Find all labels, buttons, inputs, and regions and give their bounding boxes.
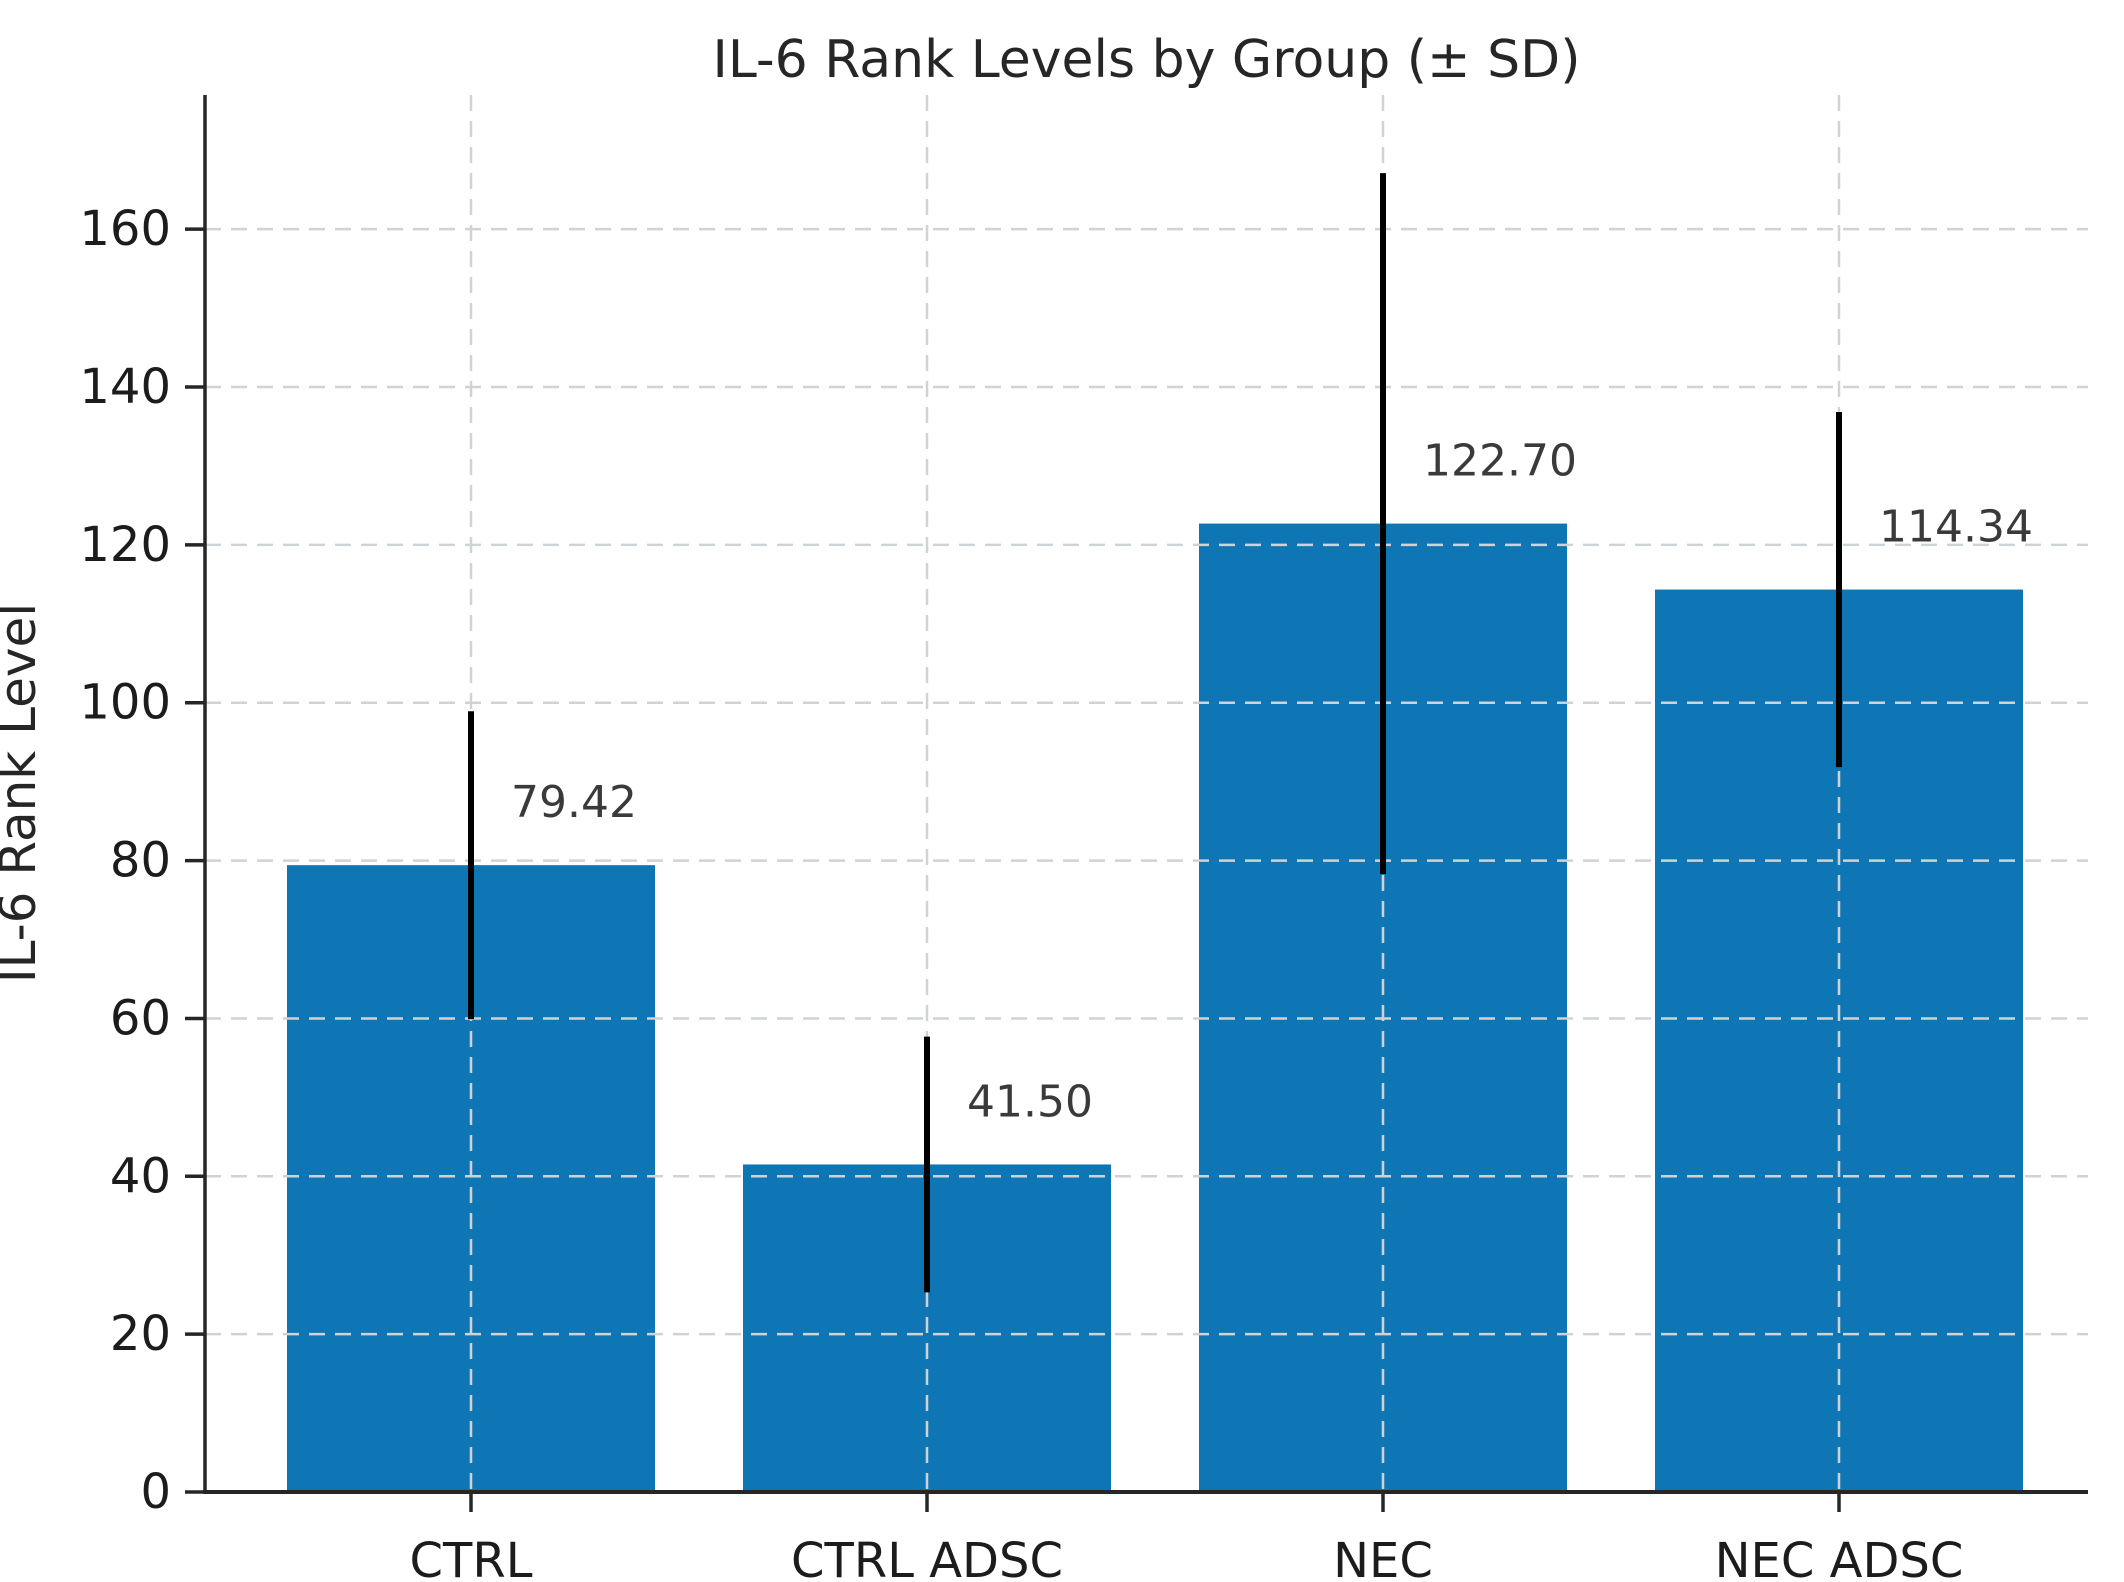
error-bars-group — [468, 173, 1842, 1293]
y-axis-label: IL-6 Rank Level — [0, 602, 47, 984]
y-tick-label-0: 0 — [140, 1464, 171, 1520]
y-tick-label-100: 100 — [79, 675, 171, 731]
bar-value-label-nec: 122.70 — [1423, 436, 1577, 487]
bar-value-label-ctrl-adsc: 41.50 — [967, 1076, 1093, 1127]
y-tick-label-60: 60 — [110, 990, 171, 1046]
bars-group — [287, 523, 2023, 1492]
y-tick-label-80: 80 — [110, 833, 171, 889]
y-tick-label-160: 160 — [79, 201, 171, 257]
bar-value-label-ctrl: 79.42 — [511, 777, 637, 828]
x-tick-label-nec-adsc: NEC ADSC — [1715, 1533, 1964, 1582]
tick-labels-group: 0 20 40 60 80 100 120 140 160 CTRL CTRL ADSC NEC NEC… — [79, 201, 1963, 1582]
x-tick-label-ctrl-adsc: CTRL ADSC — [791, 1533, 1063, 1582]
y-tick-label-40: 40 — [110, 1148, 171, 1204]
chart-title: IL-6 Rank Levels by Group (± SD) — [712, 30, 1581, 90]
axes-group — [185, 95, 2088, 1512]
x-tick-label-nec: NEC — [1333, 1533, 1433, 1582]
y-tick-label-140: 140 — [79, 359, 171, 415]
y-tick-label-120: 120 — [79, 517, 171, 573]
x-tick-label-ctrl: CTRL — [410, 1533, 533, 1582]
bar-value-label-nec-adsc: 114.34 — [1879, 502, 2033, 553]
y-tick-label-20: 20 — [110, 1306, 171, 1362]
gridlines-group — [205, 95, 2088, 1492]
value-labels-group: 79.42 41.50 122.70 114.34 — [511, 436, 2033, 1128]
